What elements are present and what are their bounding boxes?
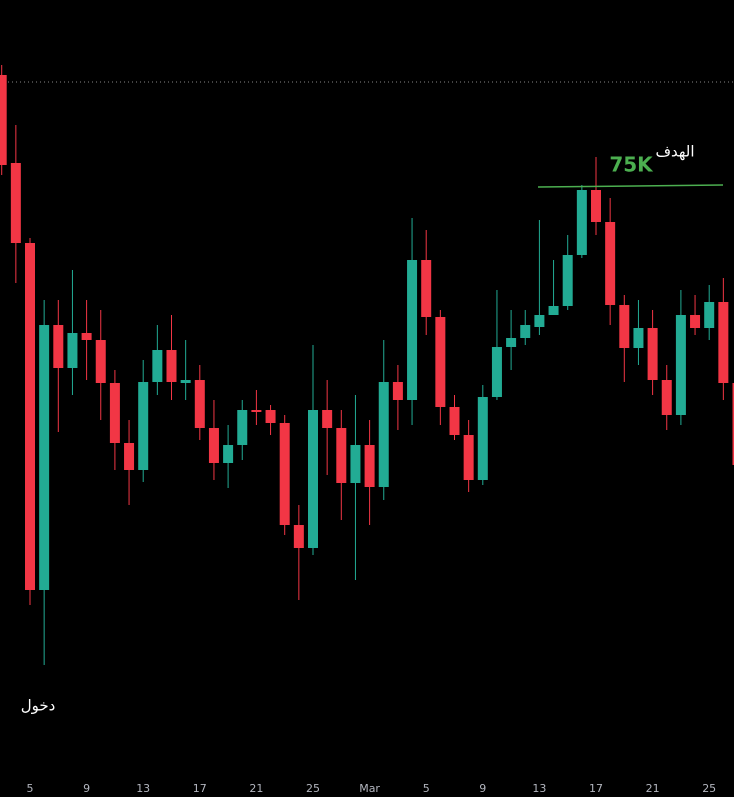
candle-body [491,347,502,397]
candle-body [95,340,106,383]
candle-body [10,163,21,243]
candle-body [605,222,616,305]
candle-body [237,410,248,445]
candle-body [732,383,734,465]
candle-body [392,382,403,400]
x-tick-label: Mar [359,782,380,795]
x-tick-label: 25 [702,782,716,795]
candle-body [223,445,234,463]
x-tick-label: 21 [249,782,263,795]
candle-body [477,397,488,480]
candle-body [308,410,318,548]
candle-body [0,75,7,165]
candle-body [675,315,686,415]
candle-body [322,410,333,428]
candle-body [591,190,601,222]
candle-body [25,243,35,590]
candle-body [364,445,375,487]
candle-body [265,410,276,423]
candle-body [109,383,120,443]
entry-note: دخول [21,697,56,715]
candle-body [350,445,361,483]
candle-body [704,302,715,328]
x-tick-label: 17 [589,782,603,795]
candle-body [661,380,672,415]
candle-body [421,260,432,317]
x-tick-label: 5 [423,782,430,795]
candle-body [576,190,587,255]
x-tick-label: 25 [306,782,320,795]
target-note: الهدف [655,143,694,161]
candle-body [251,410,262,412]
x-tick-label: 9 [83,782,90,795]
candle-body [124,443,135,470]
candle-body [690,315,701,328]
candle-body [378,382,389,487]
candle-body [718,302,729,383]
candle-body [279,423,290,525]
candle-body [166,350,177,382]
candle-body [53,325,64,368]
candle-body [435,317,446,407]
candle-body [180,380,191,383]
x-tick-label: 9 [479,782,486,795]
target-label: 75K [609,153,654,177]
x-tick-label: 13 [532,782,546,795]
candle-body [619,305,630,348]
candle-body [520,325,531,338]
candle-body [67,333,78,368]
candle-body [152,350,163,382]
candle-body [39,325,50,590]
target-line [537,184,724,188]
candle-body [562,255,573,306]
candle-body [548,306,559,315]
candle-body [194,380,205,428]
candle-body [506,338,517,347]
candle-body [81,333,92,340]
candle-body [647,328,658,380]
x-tick-label: 17 [193,782,207,795]
x-tick-label: 21 [646,782,660,795]
candle-body [208,428,219,463]
candle-body [449,407,460,435]
candle-body [138,382,149,470]
x-tick-label: 5 [27,782,34,795]
candle-body [463,435,474,480]
candle-body [534,315,545,327]
x-tick-label: 13 [136,782,150,795]
candle-body [407,260,418,400]
candle-body [633,328,644,348]
candle-body [293,525,304,548]
candle-body [336,428,347,483]
